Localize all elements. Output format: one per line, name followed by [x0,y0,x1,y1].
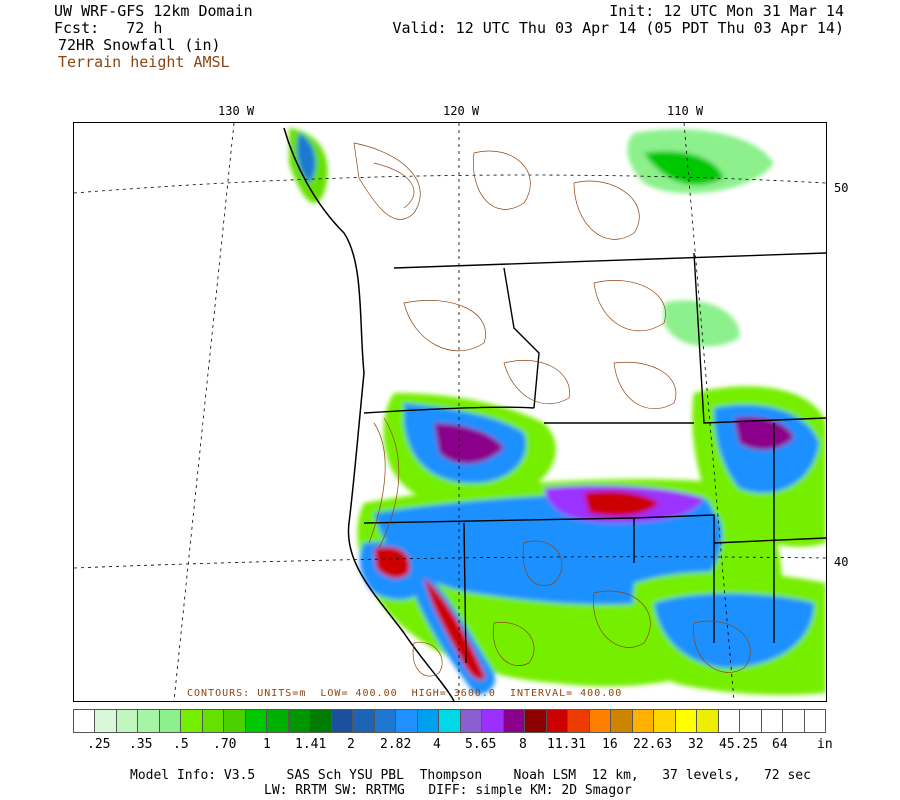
snowfall-shading [289,128,826,695]
legend-label: .5 [173,737,189,752]
legend-label: .25 [87,737,111,752]
snowfall-colorbar [73,709,826,735]
legend-label: 5.65 [465,737,497,752]
colorbar-swatch [137,709,160,733]
lon-label-130w: 130 W [218,104,255,118]
colorbar-swatch [631,709,655,733]
legend-label: 8 [519,737,527,752]
colorbar-swatch [352,709,375,733]
legend-label: 45.25 [719,737,759,752]
legend-label: 16 [602,737,618,752]
model-physics: LW: RRTM SW: RRTMG DIFF: simple KM: 2D S… [264,783,632,798]
legend-label: .70 [213,737,237,752]
colorbar-swatch [567,709,590,733]
colorbar-swatch [502,709,526,733]
legend-label: 2.82 [380,737,412,752]
model-info: Model Info: V3.5 SAS Sch YSU PBL Thompso… [130,768,811,783]
colorbar-swatch [416,709,440,733]
legend-label: 11.31 [547,737,587,752]
colorbar-swatch [739,709,762,733]
colorbar-swatch [760,709,784,733]
legend-label: 1.41 [295,737,327,752]
colorbar-swatch [481,709,504,733]
colorbar-swatch [674,709,698,733]
colorbar-swatch [223,709,246,733]
colorbar-swatch [201,709,225,733]
legend-label: 1 [263,737,271,752]
colorbar-swatch [395,709,418,733]
legend-units: in [817,737,833,752]
legend-label: 4 [433,737,441,752]
state-borders [363,252,826,664]
init-time: Init: 12 UTC Mon 31 Mar 14 [609,2,844,20]
domain-title: UW WRF-GFS 12km Domain [54,2,253,20]
overlay-title: Terrain height AMSL [58,53,230,71]
colorbar-swatch [782,709,805,733]
terrain-contours [353,142,751,677]
colorbar-swatch [244,709,268,733]
colorbar-swatch [588,709,612,733]
colorbar-swatch [610,709,633,733]
colorbar-swatch [115,709,139,733]
colorbar-swatch [94,709,117,733]
colorbar-swatch [180,709,203,733]
contour-note: CONTOURS: UNITS=m LOW= 400.00 HIGH= 3600… [187,688,623,699]
colorbar-swatch [309,709,332,733]
colorbar-swatch [545,709,569,733]
colorbar-swatch [266,709,289,733]
legend-label: 2 [347,737,355,752]
snowfall-map [73,122,827,702]
colorbar-swatch [696,709,719,733]
lat-label-40: 40 [834,555,849,569]
lat-label-50: 50 [834,181,849,195]
colorbar-swatch [653,709,676,733]
lon-label-110w: 110 W [667,104,704,118]
colorbar-swatch [158,709,182,733]
colorbar-swatch [717,709,741,733]
coastline [283,127,455,701]
colorbar-swatch [524,709,547,733]
forecast-hour: Fcst: 72 h [54,19,163,37]
colorbar-swatch [459,709,483,733]
lon-label-120w: 120 W [443,104,480,118]
colorbar-swatch [73,709,96,733]
field-title: 72HR Snowfall (in) [58,36,221,54]
legend-label: 64 [772,737,788,752]
legend-label: .35 [129,737,153,752]
map-canvas [74,123,826,701]
colorbar-swatch [287,709,311,733]
graticule [74,123,826,701]
legend-label: 32 [688,737,704,752]
colorbar-swatch [803,709,826,733]
legend-label: 22.63 [633,737,673,752]
colorbar-swatch [438,709,461,733]
valid-time: Valid: 12 UTC Thu 03 Apr 14 (05 PDT Thu … [392,19,844,37]
colorbar-swatch [373,709,397,733]
colorbar-swatch [330,709,354,733]
